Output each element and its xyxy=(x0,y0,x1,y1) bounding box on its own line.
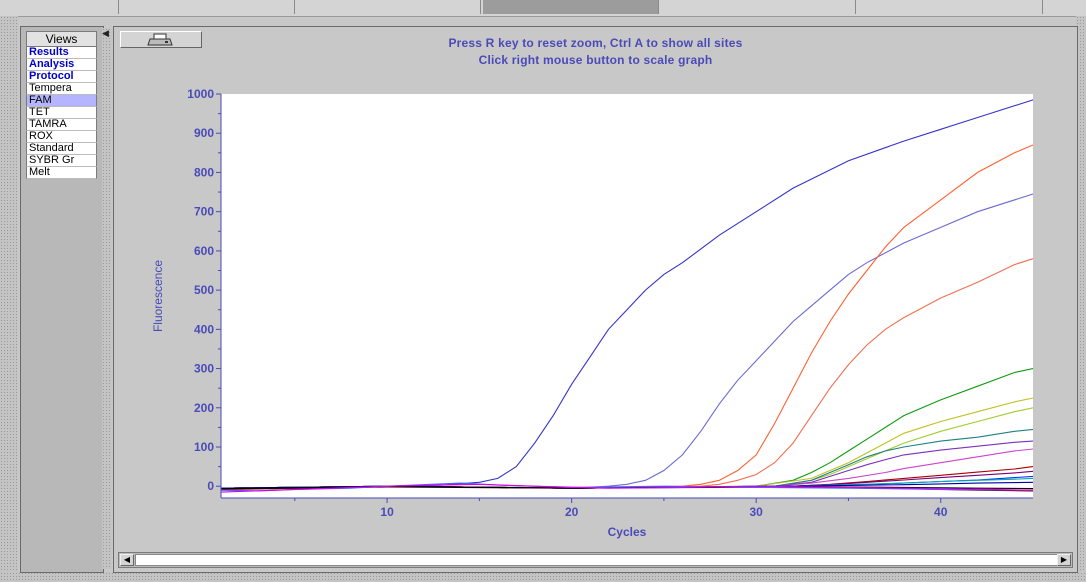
instruction-line-2: Click right mouse button to scale graph xyxy=(478,53,713,67)
series-line-3 xyxy=(220,144,1034,489)
view-item-rox[interactable]: ROX xyxy=(26,131,97,143)
series-layer xyxy=(220,99,1034,493)
collapse-left-icon[interactable]: ◀ xyxy=(102,28,109,38)
series-line-1 xyxy=(221,99,1034,489)
views-panel: Views Results Analysis Protocol Tempera FAM T… xyxy=(20,26,104,573)
window-frame-bottom xyxy=(0,572,1086,582)
y-axis-label: Fluorescence xyxy=(151,260,165,332)
y-tick-label: 900 xyxy=(194,126,214,140)
print-button[interactable] xyxy=(120,31,202,48)
instruction-line-1: Press R key to reset zoom, Ctrl A to sho… xyxy=(448,36,743,50)
printer-icon xyxy=(147,33,173,45)
view-item-results[interactable]: Results xyxy=(26,47,97,59)
views-items: Results Analysis Protocol Tempera FAM TET TAMR… xyxy=(26,47,97,179)
y-tick-label: 300 xyxy=(194,362,214,376)
x-tick-label: 40 xyxy=(934,505,948,519)
y-tick-label: 0 xyxy=(207,479,214,493)
plot-area xyxy=(221,94,1033,498)
series-line-19 xyxy=(220,483,1034,493)
toolbar-segment[interactable] xyxy=(119,0,295,14)
x-tick-label: 30 xyxy=(750,505,764,519)
horizontal-scrollbar[interactable]: ◀ ▶ xyxy=(118,552,1073,568)
y-tick-label: 400 xyxy=(194,322,214,336)
view-item-standard[interactable]: Standard xyxy=(26,143,97,155)
scroll-right-button[interactable]: ▶ xyxy=(1057,554,1071,566)
y-tick-label: 500 xyxy=(194,283,214,297)
view-item-analysis[interactable]: Analysis xyxy=(26,59,97,71)
x-axis-label: Cycles xyxy=(608,525,647,539)
series-line-2 xyxy=(220,193,1034,489)
y-tick-label: 1000 xyxy=(187,87,214,101)
toolbar-segment[interactable] xyxy=(295,0,481,14)
toolbar-segment[interactable] xyxy=(857,0,1043,14)
y-tick-label: 600 xyxy=(194,244,214,258)
views-panel-scrollbar[interactable]: ◀ xyxy=(102,28,112,569)
x-tick-label: 20 xyxy=(565,505,579,519)
y-tick-label: 800 xyxy=(194,165,214,179)
toolbar-segment-active[interactable] xyxy=(483,0,659,14)
amplification-chart[interactable]: 0 100 200 300 400 500 600 700 800 900 1000 10 20 30 40… xyxy=(114,27,1077,547)
window-frame-right xyxy=(1076,16,1086,582)
view-item-sybr-gr[interactable]: SYBR Gr xyxy=(26,155,97,167)
axes-layer: 0 100 200 300 400 500 600 700 800 900 1000 10 20 30 40 xyxy=(187,87,1033,519)
views-header: Views xyxy=(26,31,97,47)
scroll-thumb[interactable] xyxy=(135,554,1060,566)
view-item-protocol[interactable]: Protocol xyxy=(26,71,97,83)
x-tick-label: 10 xyxy=(380,505,394,519)
view-item-tamra[interactable]: TAMRA xyxy=(26,119,97,131)
graph-panel: Press R key to reset zoom, Ctrl A to sho… xyxy=(113,26,1078,573)
view-item-tet[interactable]: TET xyxy=(26,107,97,119)
view-item-melt[interactable]: Melt xyxy=(26,167,97,179)
y-tick-label: 700 xyxy=(194,205,214,219)
toolbar-segment[interactable] xyxy=(660,0,856,14)
scroll-left-button[interactable]: ◀ xyxy=(120,554,134,566)
views-list: Views Results Analysis Protocol Tempera FAM T… xyxy=(26,31,97,179)
view-item-tempera[interactable]: Tempera xyxy=(26,83,97,95)
top-toolbar xyxy=(0,0,1086,17)
window-frame-left xyxy=(0,16,18,582)
toolbar-segment[interactable] xyxy=(0,0,119,14)
view-item-fam[interactable]: FAM xyxy=(26,95,97,107)
y-tick-label: 100 xyxy=(194,440,214,454)
y-tick-label: 200 xyxy=(194,401,214,415)
